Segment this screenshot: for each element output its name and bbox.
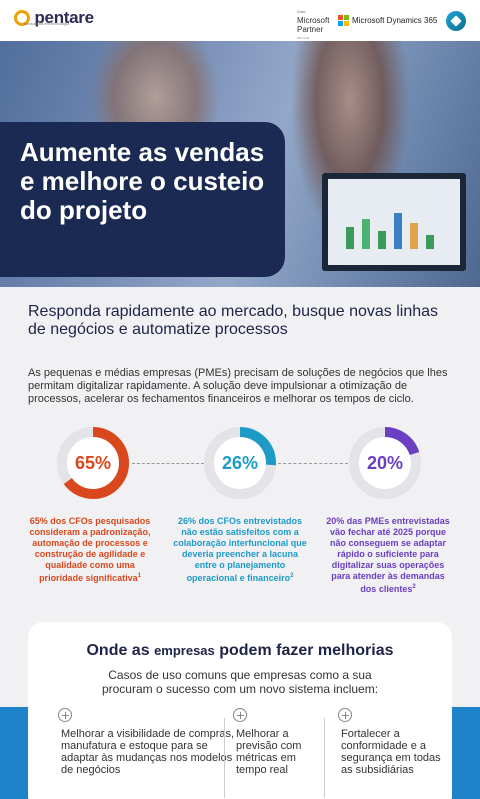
partner-level: Gold [297, 9, 306, 14]
stat-connector [278, 463, 348, 464]
title-part3: podem fazer melhorias [219, 642, 394, 659]
laptop-screen [328, 179, 460, 265]
hero-title: Aumente as vendas e melhore o custeio do… [20, 137, 265, 225]
screen-bar [378, 231, 386, 249]
footnote: 1 [137, 573, 141, 579]
ring-arc [204, 427, 276, 499]
ms-square-blue [338, 21, 343, 26]
partner-tiny: Microsoft [297, 36, 310, 40]
improvement-text: Melhorar a visibilidade de compras, manu… [61, 728, 235, 776]
section-subtitle: Responda rapidamente ao mercado, busque … [28, 303, 439, 338]
header: pentare consultoria em tecnologia Gold M… [0, 0, 480, 41]
hero-title-box: Aumente as vendas e melhore o custeio do… [0, 122, 285, 277]
stat-value: 20% [366, 453, 404, 473]
dynamics-365-icon [446, 11, 466, 31]
improvement-text: Melhorar a previsão com métricas em temp… [236, 728, 302, 776]
improvements-title: Onde as empresas podem fazer melhorias [28, 642, 452, 660]
stat-value: 26% [221, 453, 259, 473]
title-part2: empresas [154, 643, 215, 658]
stat-caption: 20% das PMEs entrevistadas vão fechar at… [322, 516, 454, 595]
dynamics-label: Microsoft Dynamics 365 [352, 16, 438, 25]
improvements-subtitle: Casos de uso comuns que empresas como a … [101, 668, 379, 696]
stat-caption-text: 20% das PMEs entrevistadas vão fechar at… [326, 516, 450, 594]
stat-value: 65% [74, 453, 112, 473]
stat-ring: 65% [54, 424, 132, 502]
stat-ring: 26% [201, 424, 279, 502]
pentare-logo[interactable]: pentare [14, 8, 94, 28]
ms-square-red [338, 15, 343, 20]
laptop-image [322, 173, 466, 271]
stat-connector [132, 463, 204, 464]
stat-ring-graphic [57, 427, 129, 499]
logo-text: pentare [34, 8, 94, 27]
ring-arc [349, 427, 421, 499]
screen-bar [410, 223, 418, 249]
microsoft-logo-icon [338, 15, 349, 26]
column-divider [324, 718, 325, 798]
plus-circle-icon[interactable] [58, 708, 72, 722]
footnote: 2 [412, 584, 416, 590]
screen-bar [346, 227, 354, 249]
improvements-card: Onde as empresas podem fazer melhorias C… [28, 622, 452, 799]
stat-ring: 20% [346, 424, 424, 502]
ms-square-green [344, 15, 349, 20]
dynamics-365-badge: Microsoft Dynamics 365 [338, 15, 437, 26]
title-part1: Onde as [86, 642, 150, 659]
stat-caption: 26% dos CFOs entrevistados não estão sat… [170, 516, 310, 584]
stat-caption-text: 65% dos CFOs pesquisados consideram a pa… [29, 516, 151, 583]
partner-line1: Microsoft [297, 16, 330, 25]
partner-line2: Partner [297, 25, 324, 34]
column-divider [224, 718, 225, 798]
stat-caption: 65% dos CFOs pesquisados consideram a pa… [22, 516, 158, 584]
ms-square-yellow [344, 21, 349, 26]
improvement-text: Fortalecer a conformidade e a segurança … [341, 728, 441, 776]
screen-bar [394, 213, 402, 249]
intro-paragraph: As pequenas e médias empresas (PMEs) pre… [28, 367, 448, 405]
footnote: 2 [290, 573, 294, 579]
stat-caption-text: 26% dos CFOs entrevistados não estão sat… [173, 516, 307, 583]
plus-circle-icon[interactable] [233, 708, 247, 722]
screen-bar [362, 219, 370, 249]
stat-ring-graphic [349, 427, 421, 499]
plus-circle-icon[interactable] [338, 708, 352, 722]
stat-ring-graphic [204, 427, 276, 499]
microsoft-partner-badge: Gold Microsoft Partner Microsoft [297, 7, 329, 43]
logo-mark-icon [14, 10, 30, 26]
logo-tagline: consultoria em tecnologia [24, 21, 70, 26]
ring-arc [57, 427, 129, 499]
screen-bar [426, 235, 434, 249]
